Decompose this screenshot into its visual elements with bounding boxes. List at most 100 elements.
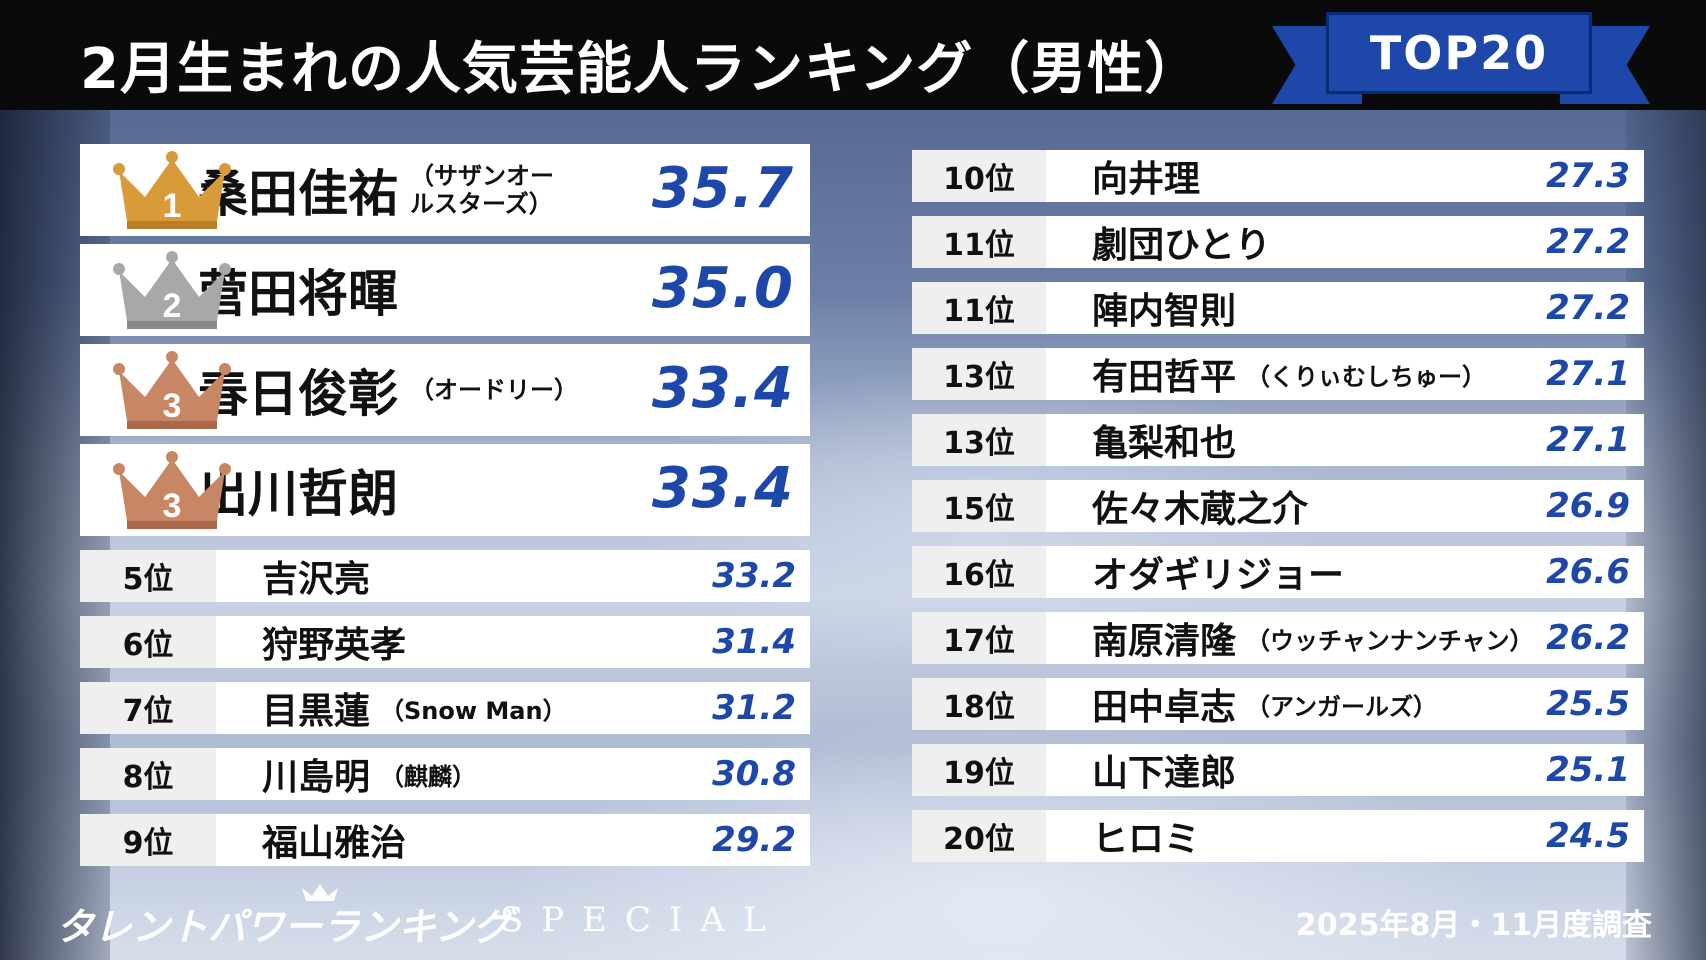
rank-row: 13位 亀梨和也 27.1 xyxy=(912,414,1644,466)
person-name: 南原清隆 xyxy=(1092,621,1237,662)
group-name: （アンガールズ） xyxy=(1246,692,1438,721)
person-name: ヒロミ xyxy=(1092,819,1201,860)
person-name: 陣内智則 xyxy=(1092,291,1237,332)
rank-label: 13位 xyxy=(912,414,1046,466)
group-name-line2: ルスターズ） xyxy=(410,190,553,218)
score: 26.6 xyxy=(1546,552,1630,592)
person-name: 狩野英孝 xyxy=(262,625,407,666)
person-name: 春日俊彰 xyxy=(198,365,398,423)
score: 33.4 xyxy=(651,356,794,421)
rank-label: 13位 xyxy=(912,348,1046,400)
rank-label: 9位 xyxy=(80,814,216,866)
person-name: 桑田佳祐 xyxy=(198,165,398,223)
crown-graphic: 3 xyxy=(113,451,231,529)
score: 26.2 xyxy=(1546,618,1630,658)
rank-row: 16位 オダギリジョー 26.6 xyxy=(912,546,1644,598)
person-name: 山下達郎 xyxy=(1092,753,1237,794)
person-name: 有田哲平 xyxy=(1092,357,1237,398)
rank-row: 15位 佐々木蔵之介 26.9 xyxy=(912,480,1644,532)
score: 29.2 xyxy=(712,820,796,860)
rank-row-top: 1 桑田佳祐 （サザンオー ルスターズ） 35.7 xyxy=(80,144,810,236)
person-name: 劇団ひとり xyxy=(1092,225,1271,266)
rank-row: 10位 向井理 27.3 xyxy=(912,150,1644,202)
score: 25.5 xyxy=(1546,684,1630,724)
rank-row: 17位 南原清隆 （ウッチャンナンチャン） 26.2 xyxy=(912,612,1644,664)
rank-label: 11位 xyxy=(912,282,1046,334)
rank-label: 20位 xyxy=(912,810,1046,862)
rank-label: 6位 xyxy=(80,616,216,668)
score: 25.1 xyxy=(1546,750,1630,790)
person-name: 佐々木蔵之介 xyxy=(1092,489,1309,530)
rank-label: 17位 xyxy=(912,612,1046,664)
group-name: （サザンオー ルスターズ） xyxy=(410,162,554,218)
rank-row-top: 3 春日俊彰 （オードリー） 33.4 xyxy=(80,344,810,436)
svg-text:3: 3 xyxy=(163,387,182,425)
rank-row: 18位 田中卓志 （アンガールズ） 25.5 xyxy=(912,678,1644,730)
rank-label: 5位 xyxy=(80,550,216,602)
rank-label: 10位 xyxy=(912,150,1046,202)
logo-crown-icon xyxy=(302,884,338,901)
person-name: 菅田将暉 xyxy=(198,265,398,323)
crown-graphic: 3 xyxy=(113,351,231,429)
score: 27.1 xyxy=(1546,354,1630,394)
top20-badge: TOP20 xyxy=(1326,12,1592,94)
score: 35.0 xyxy=(651,256,794,321)
score: 31.2 xyxy=(712,688,796,728)
person-name: 亀梨和也 xyxy=(1092,423,1237,464)
bronze-crown-icon: 3 xyxy=(102,444,242,536)
person-name: 川島明 xyxy=(262,757,371,798)
bronze-crown-icon: 3 xyxy=(102,344,242,436)
rank-row-top: 2 菅田将暉 35.0 xyxy=(80,244,810,336)
score: 27.1 xyxy=(1546,420,1630,460)
talent-power-ranking-logo: タレントパワーランキング xyxy=(56,905,511,949)
score: 33.2 xyxy=(712,556,796,596)
special-label: SPECIAL xyxy=(500,900,784,940)
group-name: （麒麟） xyxy=(380,762,477,791)
rank-label: 16位 xyxy=(912,546,1046,598)
group-name-line1: （オードリー） xyxy=(410,376,578,404)
person-name: 出川哲朗 xyxy=(198,465,398,523)
rank-label: 8位 xyxy=(80,748,216,800)
rank-row: 8位 川島明 （麒麟） 30.8 xyxy=(80,748,810,800)
rank-row: 5位 吉沢亮 33.2 xyxy=(80,550,810,602)
svg-text:3: 3 xyxy=(163,487,182,525)
person-name: 田中卓志 xyxy=(1092,687,1237,728)
rank-row: 19位 山下達郎 25.1 xyxy=(912,744,1644,796)
group-name: （Snow Man） xyxy=(380,696,567,725)
score: 27.2 xyxy=(1546,222,1630,262)
gold-crown-icon: 1 xyxy=(102,144,242,236)
rank-row: 13位 有田哲平 （くりぃむしちゅー） 27.1 xyxy=(912,348,1644,400)
rank-row: 20位 ヒロミ 24.5 xyxy=(912,810,1644,862)
rank-label: 15位 xyxy=(912,480,1046,532)
rank-row: 7位 目黒蓮 （Snow Man） 31.2 xyxy=(80,682,810,734)
score: 27.2 xyxy=(1546,288,1630,328)
rank-row: 11位 劇団ひとり 27.2 xyxy=(912,216,1644,268)
group-name: （くりぃむしちゅー） xyxy=(1246,362,1487,391)
score: 27.3 xyxy=(1546,156,1630,196)
crown-graphic: 1 xyxy=(113,151,231,229)
rank-label: 18位 xyxy=(912,678,1046,730)
score: 31.4 xyxy=(712,622,796,662)
score: 30.8 xyxy=(712,754,796,794)
svg-text:2: 2 xyxy=(163,287,182,325)
group-name-line1: （サザンオー xyxy=(410,162,554,190)
silver-crown-icon: 2 xyxy=(102,244,242,336)
group-name: （ウッチャンナンチャン） xyxy=(1246,626,1534,655)
rank-label: 7位 xyxy=(80,682,216,734)
person-name: 吉沢亮 xyxy=(262,559,371,600)
crown-graphic: 2 xyxy=(113,251,231,329)
rank-row-top: 3 出川哲朗 33.4 xyxy=(80,444,810,536)
rank-row: 6位 狩野英孝 31.4 xyxy=(80,616,810,668)
score: 33.4 xyxy=(651,456,794,521)
rank-row: 11位 陣内智則 27.2 xyxy=(912,282,1644,334)
score: 26.9 xyxy=(1546,486,1630,526)
survey-period: 2025年8月・11月度調査 xyxy=(1295,908,1652,943)
page-title: 2月生まれの人気芸能人ランキング（男性） xyxy=(80,37,1202,102)
rank-label: 11位 xyxy=(912,216,1046,268)
score: 35.7 xyxy=(651,156,794,221)
person-name: 目黒蓮 xyxy=(262,691,371,732)
rank-label: 19位 xyxy=(912,744,1046,796)
person-name: 福山雅治 xyxy=(262,823,407,864)
person-name: オダギリジョー xyxy=(1092,555,1345,596)
rank-row: 9位 福山雅治 29.2 xyxy=(80,814,810,866)
